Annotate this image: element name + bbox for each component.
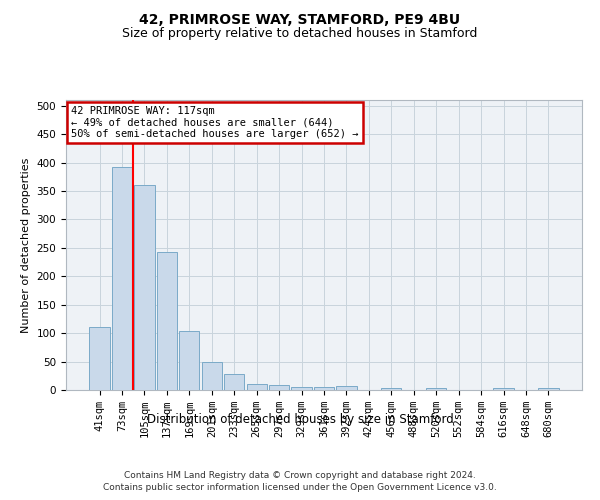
- Bar: [337, 386, 356, 390]
- Text: Contains HM Land Registry data © Crown copyright and database right 2024.: Contains HM Land Registry data © Crown c…: [124, 471, 476, 480]
- Bar: [157, 252, 177, 390]
- Bar: [538, 388, 559, 390]
- Text: 42, PRIMROSE WAY, STAMFORD, PE9 4BU: 42, PRIMROSE WAY, STAMFORD, PE9 4BU: [139, 12, 461, 26]
- Bar: [134, 186, 155, 390]
- Bar: [247, 384, 267, 390]
- Text: Distribution of detached houses by size in Stamford: Distribution of detached houses by size …: [146, 412, 454, 426]
- Bar: [89, 328, 110, 390]
- Bar: [202, 362, 222, 390]
- Bar: [224, 374, 244, 390]
- Bar: [292, 387, 311, 390]
- Bar: [381, 388, 401, 390]
- Bar: [112, 167, 132, 390]
- Bar: [426, 388, 446, 390]
- Bar: [314, 387, 334, 390]
- Text: Size of property relative to detached houses in Stamford: Size of property relative to detached ho…: [122, 28, 478, 40]
- Y-axis label: Number of detached properties: Number of detached properties: [21, 158, 31, 332]
- Bar: [179, 331, 199, 390]
- Bar: [493, 388, 514, 390]
- Text: 42 PRIMROSE WAY: 117sqm
← 49% of detached houses are smaller (644)
50% of semi-d: 42 PRIMROSE WAY: 117sqm ← 49% of detache…: [71, 106, 359, 139]
- Bar: [269, 386, 289, 390]
- Text: Contains public sector information licensed under the Open Government Licence v3: Contains public sector information licen…: [103, 484, 497, 492]
